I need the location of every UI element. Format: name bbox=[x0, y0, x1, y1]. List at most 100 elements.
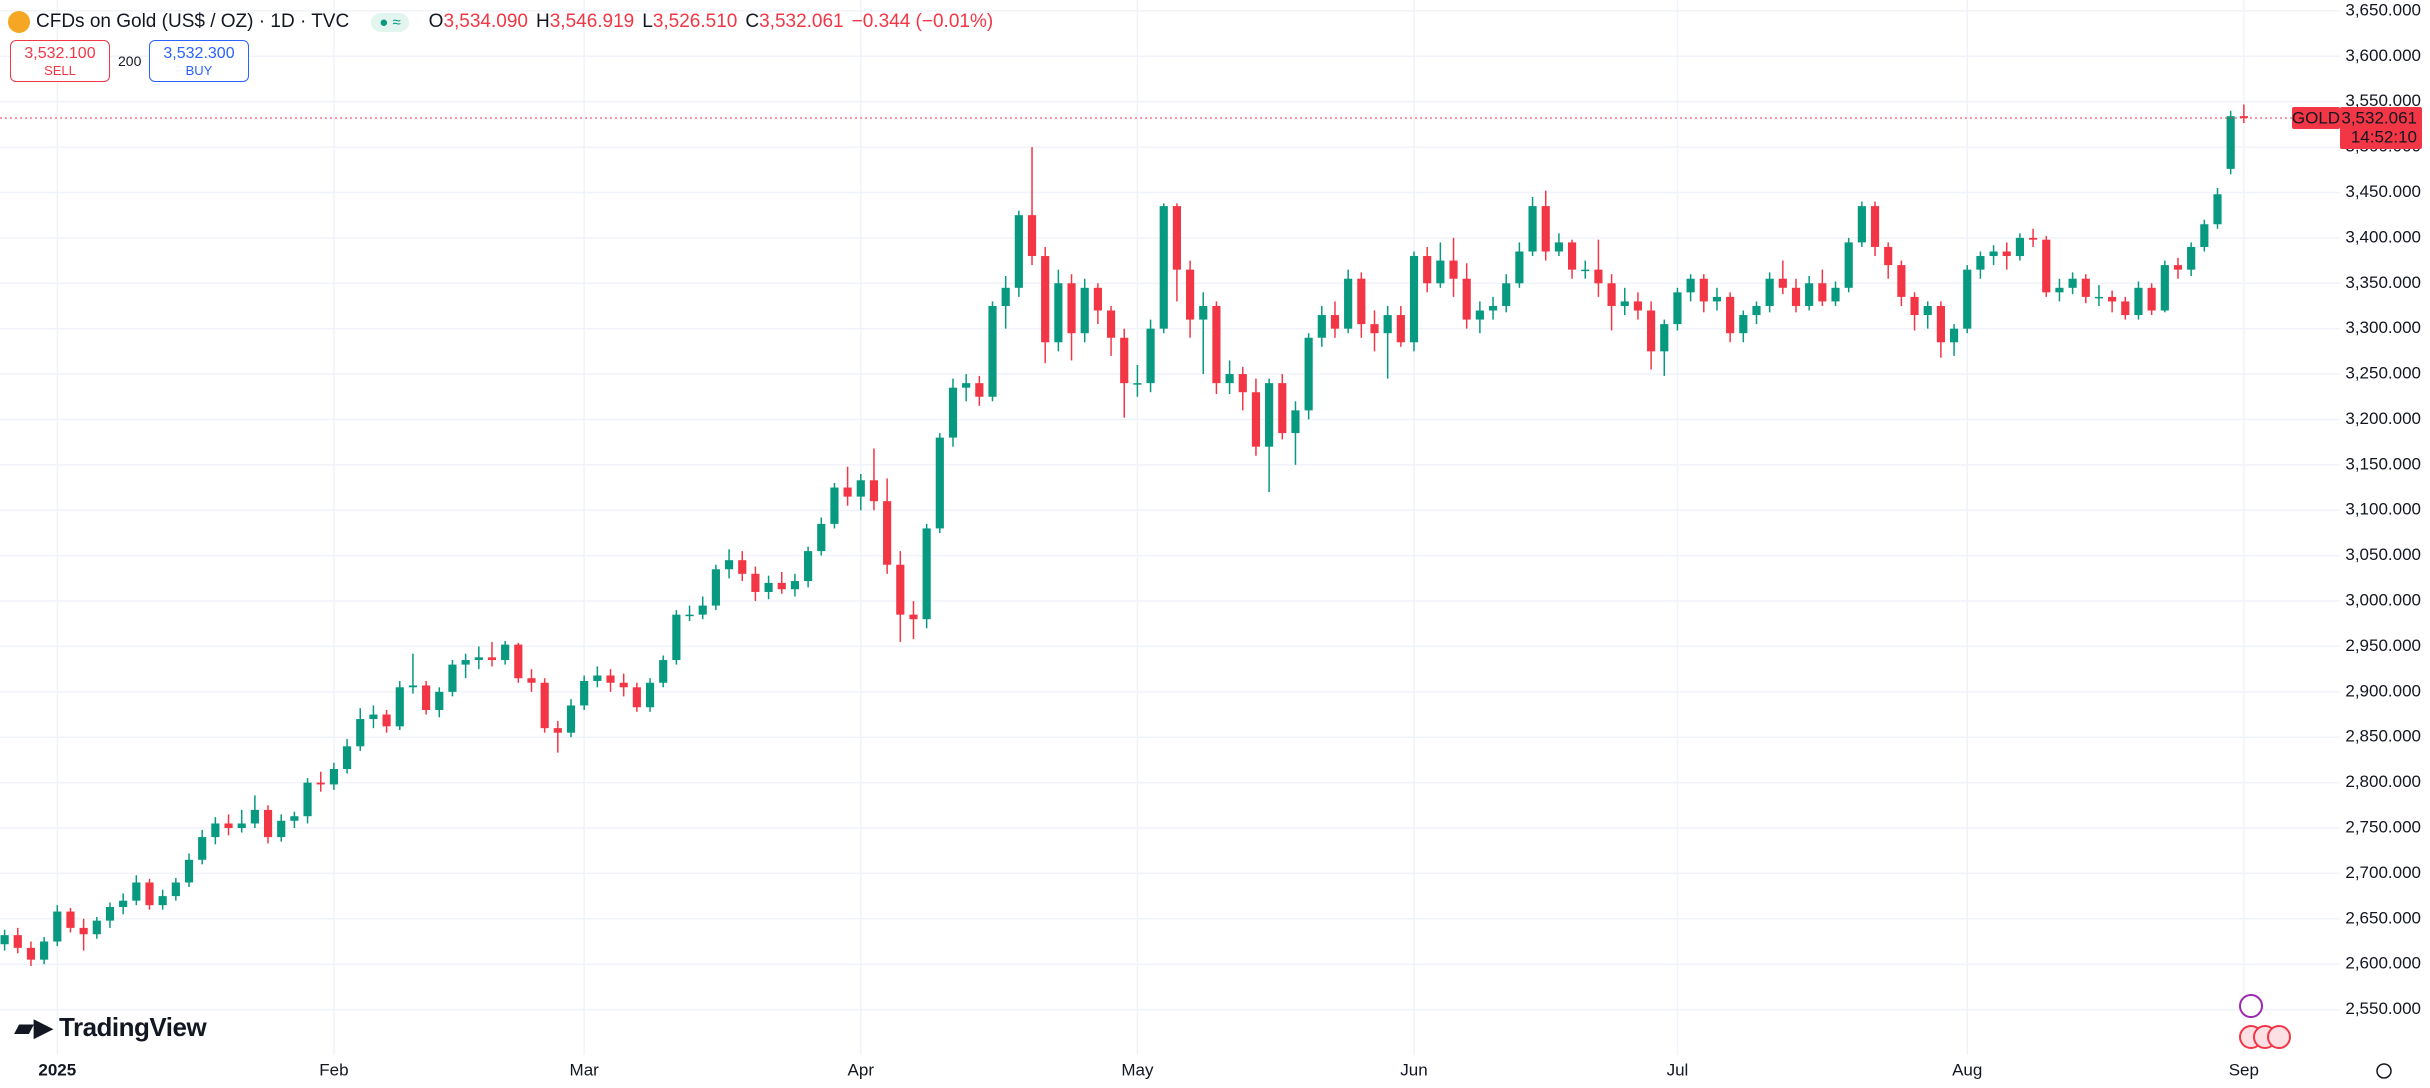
x-tick-label: Mar bbox=[570, 1060, 600, 1079]
candle-body bbox=[645, 682, 655, 708]
chart-title: CFDs on Gold (US$ / OZ) · 1D · TVC bbox=[36, 11, 350, 32]
candle-body bbox=[1225, 374, 1234, 384]
candle-body bbox=[316, 782, 325, 785]
brand-name: TradingView bbox=[59, 1012, 207, 1042]
candle-body bbox=[1304, 337, 1313, 411]
candle-body bbox=[211, 823, 220, 838]
candle-body bbox=[1027, 215, 1037, 257]
candle-body bbox=[2187, 246, 2196, 270]
event-icon bbox=[2239, 994, 2263, 1018]
candle-body bbox=[1199, 305, 1208, 320]
candle-body bbox=[1317, 315, 1326, 338]
x-tick-label: May bbox=[1121, 1060, 1154, 1079]
candle-body bbox=[158, 896, 167, 906]
candle-body bbox=[883, 501, 892, 565]
candle-body bbox=[1594, 269, 1603, 284]
buy-button[interactable]: 3,532.300 BUY bbox=[149, 40, 249, 82]
candle-body bbox=[145, 882, 154, 906]
candle-body bbox=[1502, 283, 1511, 306]
candle-body bbox=[487, 657, 497, 661]
candle-body bbox=[632, 687, 641, 708]
candle-body bbox=[1712, 296, 1722, 302]
candle-body bbox=[830, 487, 839, 524]
y-tick-label: 3,100.000 bbox=[2345, 500, 2421, 519]
candle-body bbox=[119, 900, 128, 908]
y-tick-label: 3,600.000 bbox=[2345, 46, 2421, 65]
candle-body bbox=[1633, 301, 1643, 311]
candle-body bbox=[1133, 383, 1142, 385]
candle-body bbox=[1949, 328, 1959, 343]
candle-body bbox=[2002, 251, 2011, 257]
y-tick-label: 3,400.000 bbox=[2345, 227, 2421, 246]
candle-body bbox=[619, 682, 628, 688]
candle-body bbox=[527, 678, 536, 683]
y-tick-label: 3,050.000 bbox=[2345, 545, 2421, 564]
candle-body bbox=[1120, 337, 1129, 384]
candle-body bbox=[1212, 305, 1221, 384]
candle-body bbox=[1870, 206, 1880, 247]
candle-body bbox=[1291, 410, 1300, 434]
y-tick-label: 2,900.000 bbox=[2345, 681, 2421, 700]
y-tick-label: 2,600.000 bbox=[2345, 954, 2421, 973]
candle-body bbox=[1475, 310, 1484, 320]
candle-body bbox=[777, 582, 786, 590]
candle-body bbox=[53, 911, 62, 942]
candle-body bbox=[263, 809, 273, 838]
candle-body bbox=[1146, 328, 1155, 384]
candle-body bbox=[1067, 283, 1076, 334]
y-tick-label: 2,750.000 bbox=[2345, 818, 2421, 837]
y-tick-label: 3,650.000 bbox=[2345, 0, 2421, 19]
x-tick-label: Jul bbox=[1667, 1060, 1689, 1079]
candle-body bbox=[566, 705, 576, 733]
y-tick-label: 3,300.000 bbox=[2345, 318, 2421, 337]
candle-body bbox=[1159, 206, 1168, 329]
candle-body bbox=[2134, 287, 2143, 316]
settings-icon bbox=[2376, 1063, 2392, 1079]
candle-body bbox=[659, 660, 668, 683]
candle-body bbox=[501, 644, 510, 661]
y-tick-label: 3,450.000 bbox=[2345, 182, 2421, 201]
open-prefix: O bbox=[428, 11, 444, 32]
candle-body bbox=[1607, 283, 1616, 306]
candle-body bbox=[593, 675, 602, 681]
candle-body bbox=[909, 614, 918, 620]
header: CFDs on Gold (US$ / OZ) · 1D · TVC ● ≈ O… bbox=[8, 8, 993, 36]
candle-body bbox=[1238, 374, 1247, 393]
candle-body bbox=[1936, 305, 1945, 343]
candle-body bbox=[514, 644, 523, 679]
indicator[interactable]: ● ≈ bbox=[371, 12, 409, 32]
candle-body bbox=[2200, 224, 2209, 247]
candle-body bbox=[1344, 278, 1353, 329]
candle-body bbox=[1172, 206, 1181, 270]
sell-button[interactable]: 3,532.100 SELL bbox=[10, 40, 110, 82]
candle-body bbox=[817, 523, 826, 552]
candle-body bbox=[2015, 237, 2025, 257]
spread: 200 bbox=[118, 53, 142, 69]
close-value: 3,532.061 bbox=[759, 11, 844, 32]
candle-body bbox=[962, 383, 971, 388]
y-tick-label: 2,550.000 bbox=[2345, 999, 2421, 1018]
countdown: 14:52:10 bbox=[2351, 127, 2417, 146]
candle-body bbox=[171, 882, 180, 897]
candle-body bbox=[738, 560, 747, 574]
sell-label: SELL bbox=[44, 63, 76, 78]
candle-body bbox=[1910, 296, 1919, 316]
candle-body bbox=[988, 305, 997, 397]
candle-body bbox=[329, 769, 338, 785]
candle-body bbox=[1923, 305, 1932, 316]
candle-body bbox=[224, 823, 233, 829]
candle-body bbox=[0, 935, 9, 945]
candle-body bbox=[896, 564, 905, 615]
brand: ▰▶ TradingView bbox=[14, 1012, 207, 1043]
candle-body bbox=[1014, 215, 1023, 288]
candle-body bbox=[1726, 296, 1735, 334]
candle-body bbox=[66, 911, 75, 928]
candle-body bbox=[698, 605, 707, 615]
candle-body bbox=[1765, 278, 1774, 306]
candle-body bbox=[1396, 315, 1405, 343]
candle-body bbox=[342, 746, 352, 770]
candle-body bbox=[1989, 251, 1998, 257]
candle-body bbox=[1752, 305, 1761, 316]
candle-body bbox=[1647, 310, 1656, 352]
candle-body bbox=[724, 560, 734, 570]
